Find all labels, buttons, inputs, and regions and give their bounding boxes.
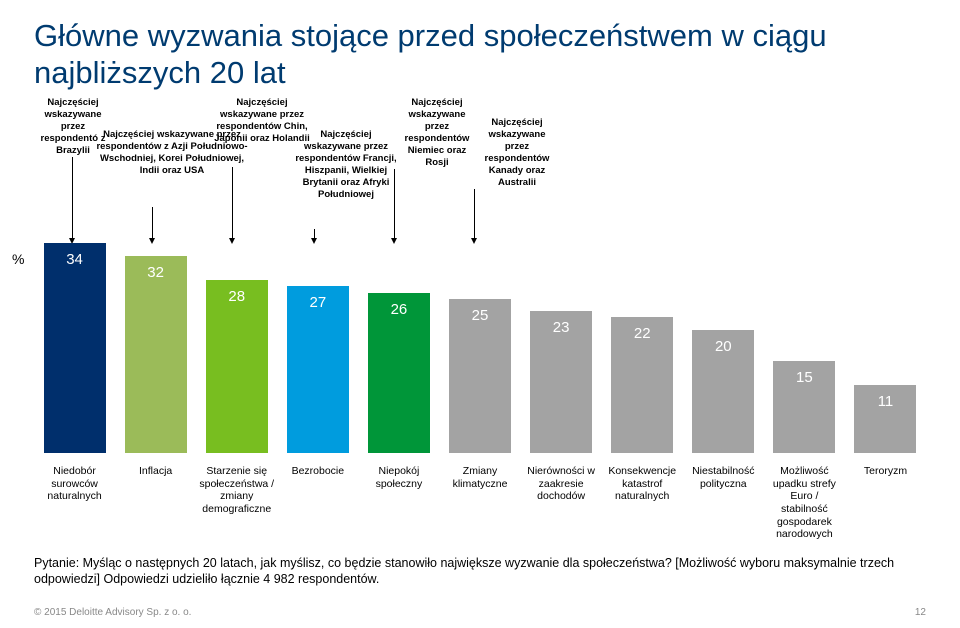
bar-slot: 26 [358, 243, 439, 453]
bar-slot: 27 [277, 243, 358, 453]
bar-slot: 34 [34, 243, 115, 453]
bar-value: 28 [206, 288, 268, 305]
arrow-icon [232, 167, 233, 239]
arrow-icon [314, 229, 315, 239]
x-axis-label: Nierówności w zaakresie dochodów [521, 465, 602, 541]
annotations-layer: Najczęściej wskazywane przez respondentó… [34, 97, 926, 243]
annotation: Najczęściej wskazywane przez respondentó… [476, 117, 558, 188]
bar-slot: 15 [764, 243, 845, 453]
bars-container: 34 32 28 27 26 25 23 22 20 15 11 [34, 243, 926, 453]
arrow-icon [474, 189, 475, 239]
x-axis-label: Bezrobocie [277, 465, 358, 541]
bar-slot: 23 [521, 243, 602, 453]
bar: 15 [773, 361, 835, 454]
page-title: Główne wyzwania stojące przed społeczeńs… [34, 18, 926, 91]
question-text: Pytanie: Myśląc o następnych 20 latach, … [34, 555, 926, 588]
bar-value: 15 [773, 369, 835, 386]
bar: 23 [530, 311, 592, 453]
bar-value: 32 [125, 264, 187, 281]
bar-slot: 22 [602, 243, 683, 453]
bar-value: 20 [692, 338, 754, 355]
bar: 32 [125, 256, 187, 454]
arrow-icon [394, 169, 395, 239]
x-axis-label: Konsekwencje katastrof naturalnych [602, 465, 683, 541]
bar-value: 25 [449, 307, 511, 324]
x-axis-label: Niepokój społeczny [358, 465, 439, 541]
bar-slot: 32 [115, 243, 196, 453]
x-axis-label: Zmiany klimatyczne [439, 465, 520, 541]
bar: 11 [854, 385, 916, 453]
x-axis-label: Inflacja [115, 465, 196, 541]
y-axis-label: % [12, 251, 24, 267]
x-axis-label: Niedobór surowców naturalnych [34, 465, 115, 541]
x-axis-labels: Niedobór surowców naturalnychInflacjaSta… [34, 465, 926, 541]
bar: 28 [206, 280, 268, 453]
arrow-icon [152, 207, 153, 239]
bar-value: 22 [611, 325, 673, 342]
bar: 20 [692, 330, 754, 454]
bar-slot: 20 [683, 243, 764, 453]
bar: 26 [368, 293, 430, 454]
bar: 25 [449, 299, 511, 453]
arrow-icon [72, 157, 73, 239]
bar-chart: % 3432282726252322201511 [34, 243, 926, 453]
x-axis-label: Starzenie się społeczeństwa / zmiany dem… [196, 465, 277, 541]
page-number: 12 [915, 607, 926, 618]
bar: 27 [287, 286, 349, 453]
annotation: Najczęściej wskazywane przez respondentó… [292, 129, 400, 200]
bar: 34 [44, 243, 106, 453]
x-axis-label: Niestabilność polityczna [683, 465, 764, 541]
bar-value: 11 [854, 393, 916, 410]
bar-value: 27 [287, 294, 349, 311]
bar-value: 26 [368, 301, 430, 318]
bar-value: 23 [530, 319, 592, 336]
bar-slot: 28 [196, 243, 277, 453]
x-axis-label: Możliwość upadku strefy Euro / stabilnoś… [764, 465, 845, 541]
x-axis-label: Teroryzm [845, 465, 926, 541]
bar-value: 34 [44, 251, 106, 268]
copyright: © 2015 Deloitte Advisory Sp. z o. o. [34, 607, 191, 618]
footer: © 2015 Deloitte Advisory Sp. z o. o. 12 [34, 607, 926, 618]
bar-slot: 25 [439, 243, 520, 453]
bar: 22 [611, 317, 673, 453]
bar-slot: 11 [845, 243, 926, 453]
annotation: Najczęściej wskazywane przez respondentó… [396, 97, 478, 168]
